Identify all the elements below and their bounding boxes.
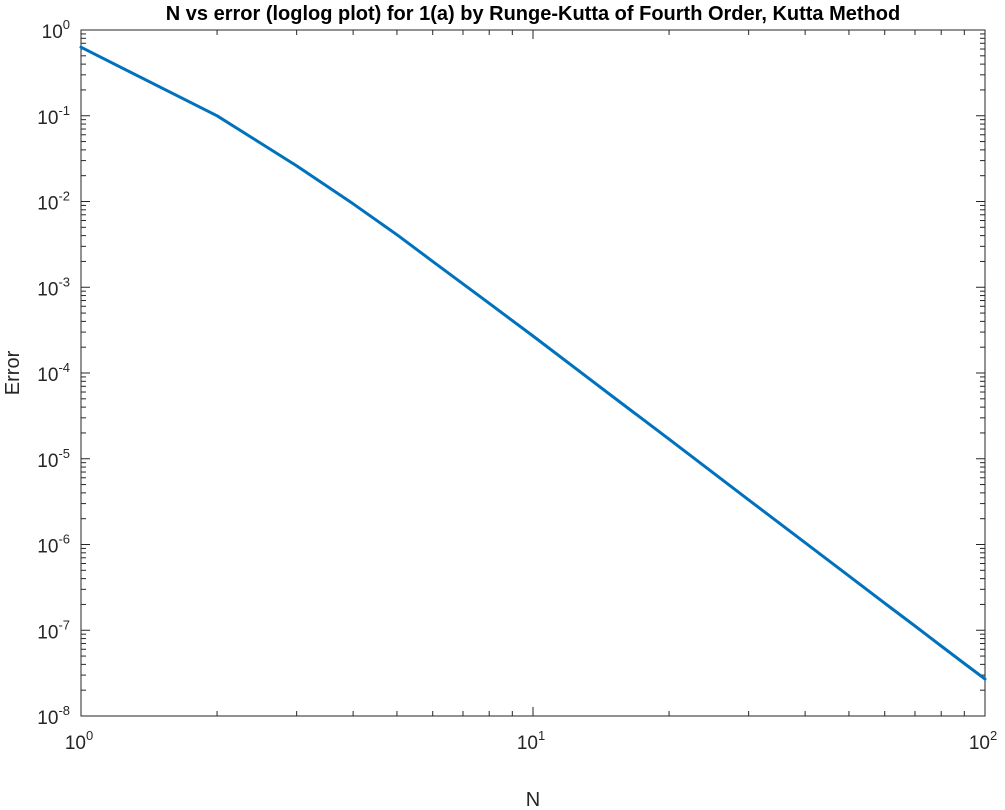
series-line xyxy=(79,45,987,681)
y-tick-label: 10-7 xyxy=(37,617,70,643)
y-tick-labels: 100 10-1 10-2 10-3 10-4 10-5 10-6 10-7 10-8 xyxy=(37,17,70,729)
x-tick-label: 102 xyxy=(969,728,997,754)
major-ticks xyxy=(80,29,986,717)
y-tick-label: 100 xyxy=(42,17,70,43)
y-tick-label: 10-3 xyxy=(37,274,70,300)
x-tick-label: 101 xyxy=(517,728,545,754)
y-tick-label: 10-6 xyxy=(37,532,70,558)
y-tick-label: 10-2 xyxy=(37,189,70,215)
minor-ticks xyxy=(81,30,985,716)
y-tick-label: 10-4 xyxy=(37,360,70,386)
plot-area-box xyxy=(80,29,986,717)
y-tick-label: 10-1 xyxy=(37,103,70,129)
y-axis-label: Error xyxy=(2,350,24,395)
chart-title: N vs error (loglog plot) for 1(a) by Run… xyxy=(166,3,900,25)
y-tick-label: 10-5 xyxy=(37,446,70,472)
x-tick-labels: 100 101 102 xyxy=(65,728,997,754)
y-tick-label: 10-8 xyxy=(37,703,70,729)
x-axis-label: N xyxy=(526,789,540,810)
x-tick-label: 100 xyxy=(65,728,93,754)
